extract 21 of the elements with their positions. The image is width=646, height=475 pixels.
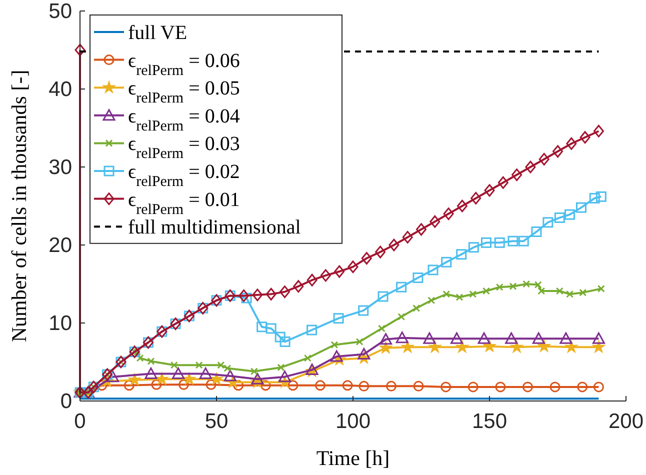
legend-label: ϵ$_{relPerm}$ = 0.03 <box>128 133 240 162</box>
y-tick-label: 50 <box>48 0 72 23</box>
x-axis-title: Time [h] <box>316 446 390 470</box>
y-tick-label: 0 <box>60 390 72 413</box>
y-tick-label: 10 <box>48 312 72 335</box>
x-tick-label: 50 <box>204 410 228 433</box>
x-tick-label: 100 <box>335 410 371 433</box>
legend-label: ϵ$_{relPerm}$ = 0.05 <box>128 78 240 107</box>
x-tick-label: 150 <box>472 410 508 433</box>
x-tick-label: 0 <box>74 410 86 433</box>
x-tick-label: 200 <box>608 410 644 433</box>
y-tick-label: 20 <box>48 234 72 257</box>
legend-label: ϵ$_{relPerm}$ = 0.01 <box>128 188 240 218</box>
legend-label: full VE <box>128 22 188 44</box>
legend-label: ϵ$_{relPerm}$ = 0.02 <box>128 161 240 190</box>
legend-label: ϵ$_{relPerm}$ = 0.06 <box>128 50 240 79</box>
y-tick-label: 30 <box>48 156 72 179</box>
legend-label: full multidimensional <box>128 216 302 239</box>
y-axis-title: Number of cells in thousands [-] <box>7 70 31 342</box>
legend-label: ϵ$_{relPerm}$ = 0.04 <box>128 105 240 134</box>
y-tick-label: 40 <box>48 78 72 101</box>
